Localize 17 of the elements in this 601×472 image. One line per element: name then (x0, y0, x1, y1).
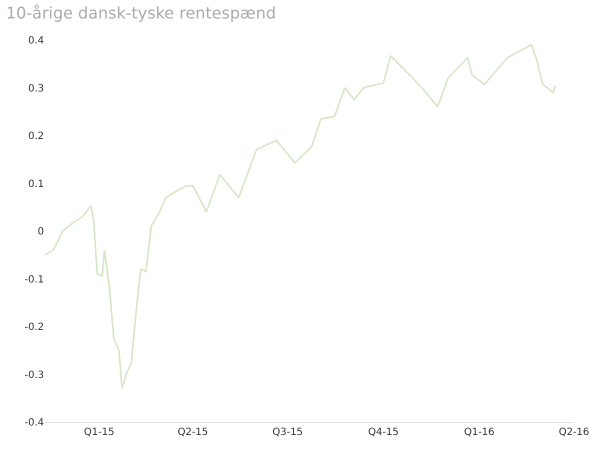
x-tick-label: Q4-15 (368, 427, 399, 438)
x-tick-label: Q2-15 (178, 427, 208, 438)
y-tick-label: 0.1 (28, 178, 44, 190)
y-tick-label: 0.2 (28, 131, 44, 142)
line-series (45, 44, 556, 390)
y-tick-label: 0 (38, 226, 44, 238)
y-tick-label: -0.2 (24, 322, 44, 333)
y-tick-label: 0.3 (28, 83, 44, 94)
x-tick-label: Q1-15 (84, 427, 114, 438)
y-tick-label: -0.3 (24, 370, 44, 381)
x-tick-label: Q1-16 (464, 427, 495, 438)
chart-title: 10-årige dansk-tyske rentespænd (6, 3, 276, 22)
x-tick-label: Q2-16 (558, 427, 590, 438)
y-tick-label: -0.4 (24, 418, 44, 428)
y-tick-label: -0.1 (24, 274, 44, 286)
x-tick-label: Q3-15 (272, 427, 303, 438)
y-tick-label: 0.4 (28, 36, 44, 46)
